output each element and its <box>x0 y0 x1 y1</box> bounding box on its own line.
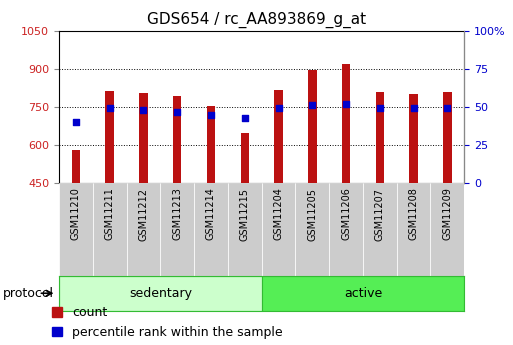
Text: GSM11208: GSM11208 <box>409 188 419 240</box>
Text: protocol: protocol <box>3 287 53 300</box>
Text: GDS654 / rc_AA893869_g_at: GDS654 / rc_AA893869_g_at <box>147 12 366 28</box>
Bar <box>274 90 283 183</box>
Point <box>241 115 249 120</box>
Text: GSM11206: GSM11206 <box>341 188 351 240</box>
Bar <box>342 64 350 183</box>
Text: active: active <box>344 287 382 300</box>
Bar <box>106 91 114 183</box>
Bar <box>127 183 160 276</box>
Bar <box>139 93 148 183</box>
Bar <box>241 133 249 183</box>
Point <box>409 106 418 111</box>
Point <box>308 103 317 108</box>
Point <box>207 112 215 117</box>
Bar <box>376 92 384 183</box>
Bar <box>93 183 127 276</box>
Point <box>106 106 114 111</box>
Point <box>274 106 283 111</box>
Text: sedentary: sedentary <box>129 287 192 300</box>
Bar <box>262 183 295 276</box>
Point <box>376 106 384 111</box>
Bar <box>363 183 397 276</box>
Bar <box>173 96 182 183</box>
Text: GSM11209: GSM11209 <box>442 188 452 240</box>
Bar <box>430 183 464 276</box>
Bar <box>59 183 93 276</box>
Text: GSM11205: GSM11205 <box>307 188 317 240</box>
Bar <box>443 92 451 183</box>
Bar <box>295 183 329 276</box>
Point <box>72 119 80 125</box>
Bar <box>308 70 317 183</box>
Text: GSM11204: GSM11204 <box>273 188 284 240</box>
Text: GSM11215: GSM11215 <box>240 188 250 240</box>
Bar <box>397 183 430 276</box>
Text: GSM11211: GSM11211 <box>105 188 114 240</box>
Text: GSM11210: GSM11210 <box>71 188 81 240</box>
Point <box>140 107 148 113</box>
Text: GSM11212: GSM11212 <box>139 188 148 240</box>
Bar <box>329 183 363 276</box>
Bar <box>72 150 80 183</box>
Bar <box>228 183 262 276</box>
Point <box>342 101 350 107</box>
Text: GSM11207: GSM11207 <box>375 188 385 240</box>
Legend: count, percentile rank within the sample: count, percentile rank within the sample <box>52 306 283 339</box>
Bar <box>207 107 215 183</box>
Bar <box>262 276 464 310</box>
Bar <box>194 183 228 276</box>
Point <box>443 106 451 111</box>
Bar <box>409 93 418 183</box>
Text: GSM11214: GSM11214 <box>206 188 216 240</box>
Text: GSM11213: GSM11213 <box>172 188 182 240</box>
Bar <box>160 183 194 276</box>
Point <box>173 109 181 114</box>
Bar <box>59 276 262 310</box>
